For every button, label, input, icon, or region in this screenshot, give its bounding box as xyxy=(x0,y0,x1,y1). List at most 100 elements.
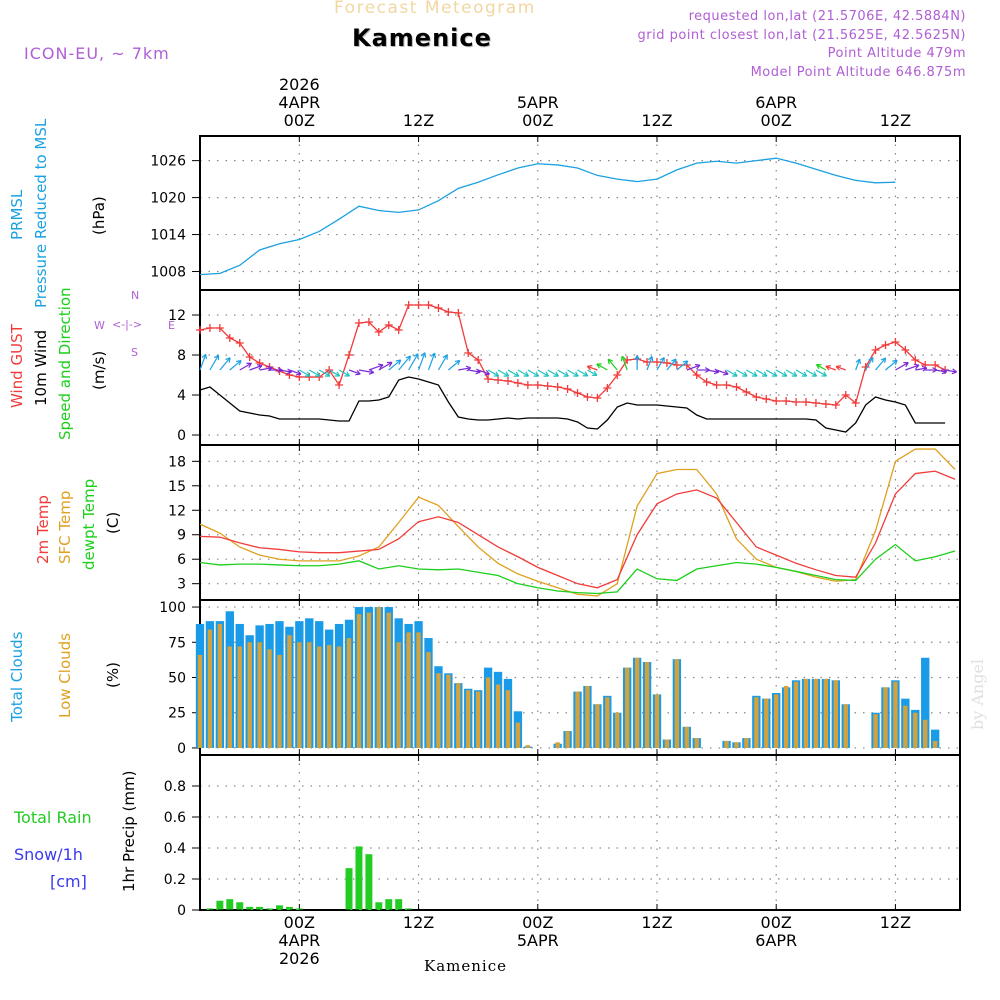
wind-arrow-head xyxy=(420,352,427,358)
y-tick-label: 1014 xyxy=(150,228,186,244)
low-cloud-bar xyxy=(734,742,739,748)
compass-e: E xyxy=(168,319,175,332)
wind-arrow xyxy=(527,369,539,377)
total-cloud-bar xyxy=(930,729,940,748)
time-axis-label: 12Z xyxy=(880,76,911,130)
gust-line-marker xyxy=(752,393,761,401)
gust-line-marker xyxy=(672,361,681,369)
gust-line-marker xyxy=(434,304,443,312)
wind-arrow-head xyxy=(503,371,510,377)
low-cloud-bar xyxy=(575,691,580,748)
low-cloud-bar xyxy=(634,657,640,748)
low-cloud-bar xyxy=(913,712,918,748)
time-axis-line: 12Z xyxy=(402,111,435,130)
gust-line-marker xyxy=(414,301,423,309)
gust-line-marker xyxy=(325,366,334,374)
dewpt-line xyxy=(199,543,956,595)
low-cloud-bar xyxy=(436,673,441,748)
time-axis-line: 6APR xyxy=(755,93,798,112)
wind-arrow-head xyxy=(334,371,341,377)
gust-line-marker xyxy=(374,328,383,336)
compass-arrows: <-|-> xyxy=(112,318,143,331)
y-tick-label: 12 xyxy=(168,503,186,519)
low-cloud-bar xyxy=(595,704,600,748)
wind-arrow-head xyxy=(533,371,540,377)
low-cloud-bar xyxy=(525,745,531,748)
wind-arrow xyxy=(239,362,252,371)
wind-arrow xyxy=(577,369,589,377)
low-cloud-bar xyxy=(326,645,332,748)
wind-arrow xyxy=(417,352,426,371)
gust-line-marker xyxy=(901,346,910,354)
wind-arrow xyxy=(805,369,817,377)
low-cloud-bar xyxy=(515,722,521,748)
low-cloud-bar xyxy=(257,642,262,748)
wind-arrow xyxy=(458,367,471,371)
low-cloud-bar xyxy=(406,632,411,748)
wind-arrow-head xyxy=(913,363,920,370)
wind-arrow-head xyxy=(213,354,220,361)
wind-arrow xyxy=(308,369,321,377)
wind-arrow xyxy=(825,365,837,371)
wind-arrow xyxy=(547,369,559,377)
wind-arrow xyxy=(935,369,947,373)
rain-bar xyxy=(355,846,363,910)
gust-line-marker xyxy=(553,383,562,391)
wind-arrow-head xyxy=(752,371,758,377)
rain-legend: Total Rain xyxy=(14,808,92,827)
time-axis-label: 2026 4APR 00Z xyxy=(278,76,320,130)
time-axis-label: 00Z 6APR xyxy=(755,914,797,968)
low-cloud-bar xyxy=(307,642,312,748)
gust-line-marker xyxy=(623,356,632,364)
wind-arrow xyxy=(487,369,499,377)
gust-line-marker xyxy=(772,397,781,405)
gust-line-marker xyxy=(503,377,512,385)
low-cloud-bar xyxy=(615,712,620,748)
gust-line-marker xyxy=(345,351,354,359)
low-cloud-bar xyxy=(475,691,481,748)
y-tick-label: 3 xyxy=(177,577,186,593)
wind-arrow xyxy=(468,369,481,373)
y-tick-label: 1026 xyxy=(150,154,186,170)
wind-arrow-head xyxy=(855,358,862,365)
gust-line-marker xyxy=(215,324,224,332)
wind-arrow xyxy=(318,369,331,377)
low-cloud-bar xyxy=(783,685,789,748)
wind-arrow xyxy=(388,359,402,371)
wind-arrow xyxy=(587,365,598,371)
forecast-title: Forecast Meteogram xyxy=(334,0,536,18)
total-cloud-bar xyxy=(921,657,930,748)
wind-arrow-head xyxy=(921,365,928,372)
wind-arrow xyxy=(437,354,448,371)
gust-line-marker xyxy=(652,358,661,366)
gust-line-marker xyxy=(225,334,234,342)
gust-line-marker xyxy=(513,379,522,387)
time-axis-line: 2026 xyxy=(278,75,320,94)
wind-arrow xyxy=(765,369,778,377)
time-axis-line: 12Z xyxy=(641,913,673,932)
gust-line-marker xyxy=(712,381,721,389)
precip-panel-frame xyxy=(199,754,961,911)
wind-arrow xyxy=(666,358,677,371)
wind-arrow-head xyxy=(825,365,831,371)
low-cloud-bar xyxy=(207,629,213,748)
compass-w: W xyxy=(94,319,105,332)
low-cloud-bar xyxy=(625,667,630,748)
gust-line-marker xyxy=(573,389,582,397)
time-axis-line: 00Z xyxy=(760,111,792,130)
gust-line-marker xyxy=(354,319,363,327)
rain-bar xyxy=(405,908,413,910)
model-point-altitude: Model Point Altitude 646.875m xyxy=(750,65,966,80)
low-cloud-bar xyxy=(426,652,431,748)
wind-arrow xyxy=(885,359,898,371)
wind-arrow-head xyxy=(513,371,520,377)
wind-arrow-head xyxy=(634,355,641,361)
rain-bar xyxy=(285,906,293,910)
model-label: ICON-EU, ~ 7km xyxy=(24,44,170,63)
wind-arrow-head xyxy=(682,360,689,366)
wind-arrow-head xyxy=(880,357,887,364)
low-cloud-bar xyxy=(724,740,729,748)
wind-arrow-head xyxy=(647,355,654,362)
wind-arrow xyxy=(338,369,350,377)
y-tick-label: 100 xyxy=(159,600,186,616)
